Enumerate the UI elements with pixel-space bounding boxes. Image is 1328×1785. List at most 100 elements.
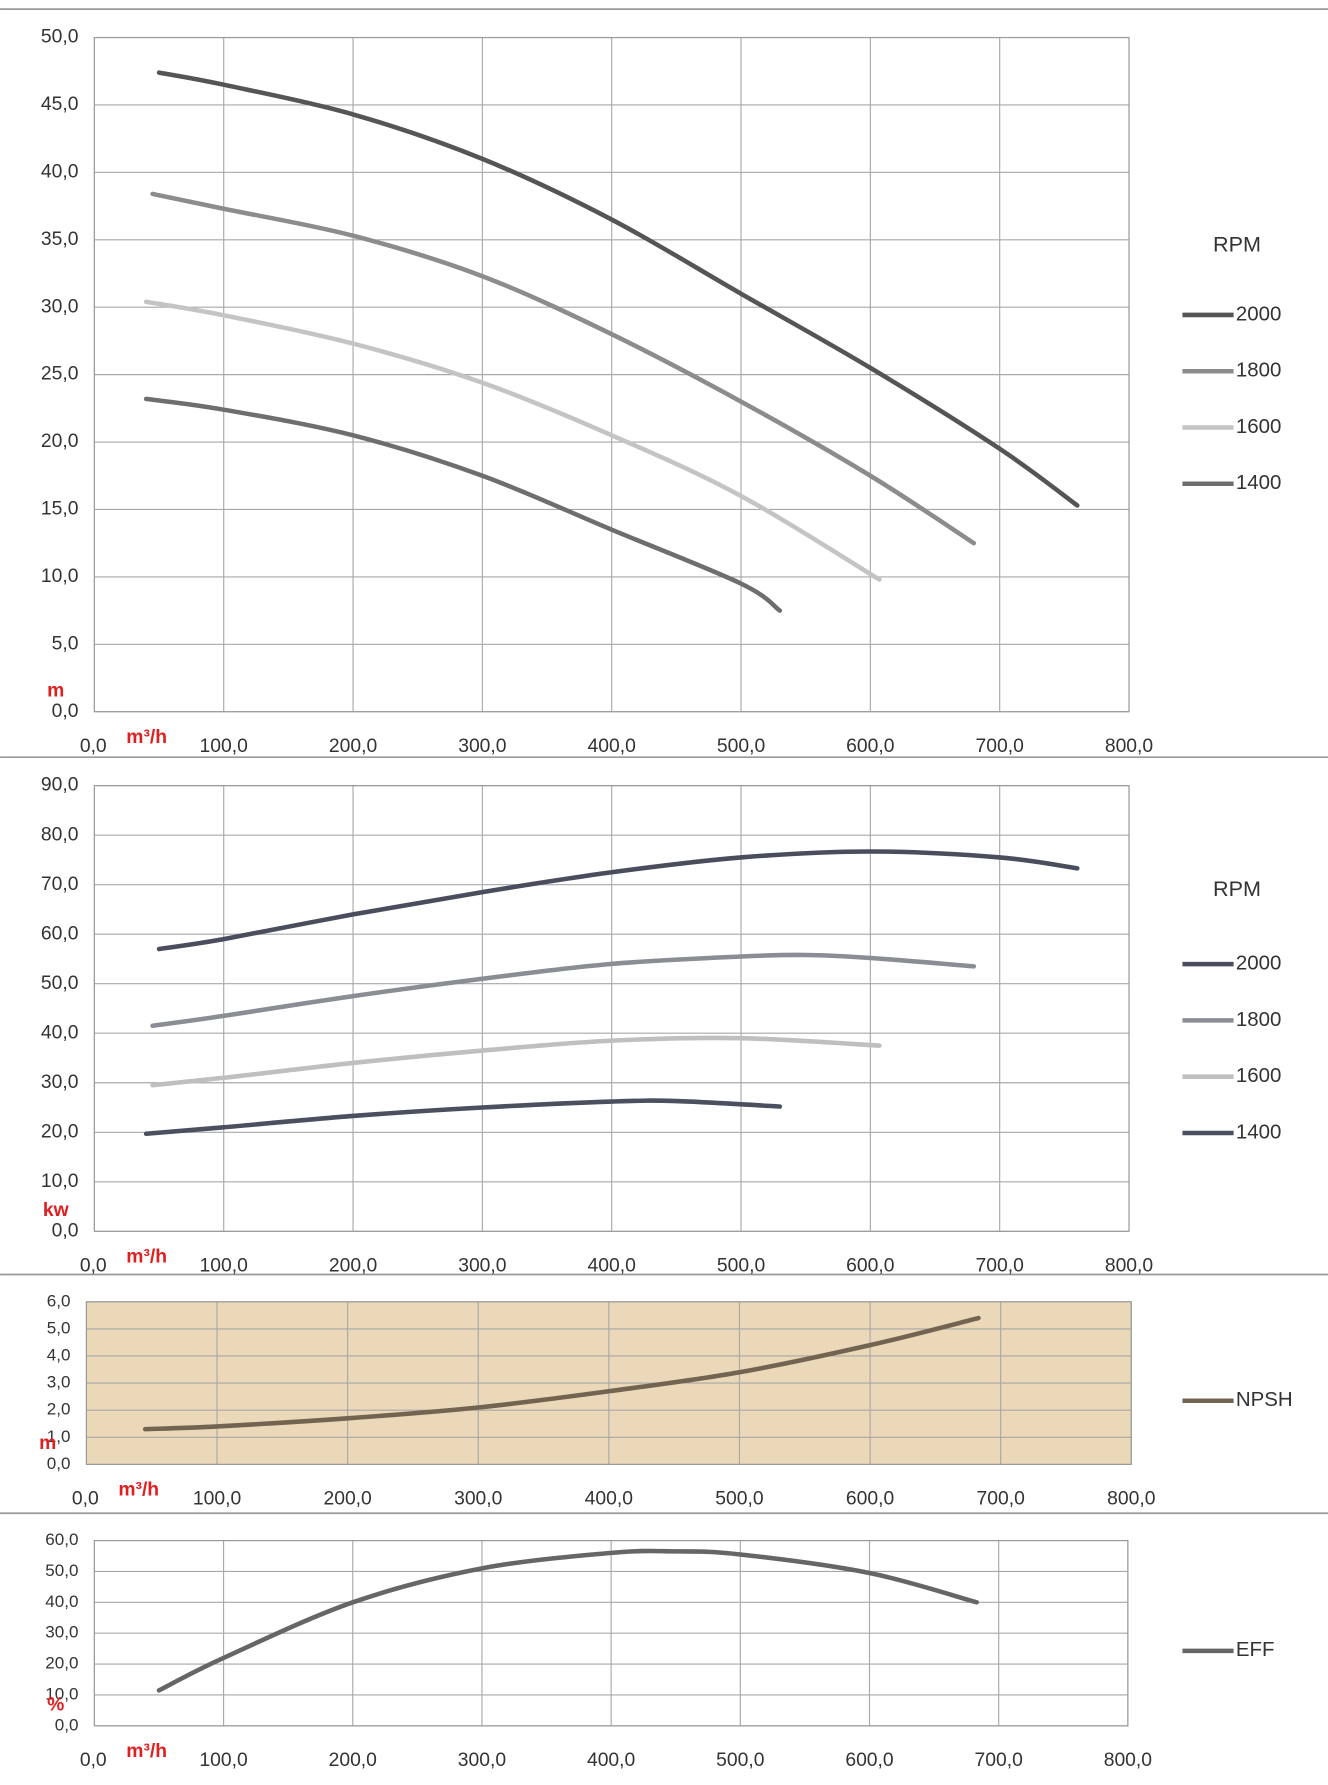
y-tick-label: 45,0: [41, 94, 79, 115]
y-tick-label: 5,0: [52, 633, 79, 654]
series-line: [156, 70, 1080, 508]
y-tick-label: 4,0: [47, 1345, 71, 1364]
plot-frame: [93, 1539, 1129, 1727]
y-tick-label: 2,0: [47, 1400, 71, 1419]
y-tick-label: 0,0: [55, 1715, 79, 1734]
y-tick-label: 70,0: [41, 874, 79, 895]
y-tick-label: 5,0: [47, 1318, 71, 1337]
x-tick-label: 500,0: [715, 1489, 763, 1510]
legend-label: 1400: [1236, 471, 1282, 494]
legend-label: 1400: [1236, 1120, 1282, 1143]
x-tick-label: 0,0: [80, 1750, 107, 1771]
y-tick-label: 30,0: [45, 1623, 78, 1642]
y-tick-label: 15,0: [41, 499, 79, 520]
x-axis-unit: m³/h: [126, 1247, 167, 1268]
legend-label: NPSH: [1236, 1388, 1293, 1411]
y-tick-label: 10,0: [41, 1171, 79, 1192]
legend-label: 1800: [1236, 1008, 1282, 1031]
series-line: [143, 1098, 783, 1137]
x-tick-label: 400,0: [585, 1489, 633, 1510]
legend-label: 1600: [1236, 1064, 1282, 1087]
y-tick-label: 40,0: [41, 161, 79, 182]
x-tick-label: 600,0: [845, 1750, 893, 1771]
y-tick-label: 35,0: [41, 229, 79, 250]
x-tick-label: 400,0: [588, 1256, 636, 1277]
plot-frame: [85, 1301, 1132, 1465]
x-tick-label: 0,0: [80, 1256, 107, 1277]
series-line: [142, 1315, 981, 1432]
y-tick-label: 6,0: [47, 1291, 71, 1310]
series-line: [143, 396, 783, 613]
x-tick-label: 100,0: [193, 1489, 241, 1510]
legend-label: 2000: [1236, 952, 1282, 975]
x-tick-label: 600,0: [846, 1256, 894, 1277]
legend-label: 2000: [1236, 302, 1282, 325]
y-tick-label: 50,0: [45, 1561, 78, 1580]
legend-label: EFF: [1236, 1638, 1275, 1661]
y-tick-label: 40,0: [45, 1592, 78, 1611]
x-tick-label: 400,0: [587, 1750, 635, 1771]
series-line: [150, 191, 977, 546]
y-tick-label: 0,0: [47, 1454, 71, 1473]
x-tick-label: 700,0: [976, 1256, 1024, 1277]
legend-label: 1800: [1236, 359, 1282, 382]
y-axis-unit: m: [47, 680, 64, 701]
x-tick-label: 700,0: [976, 736, 1024, 757]
y-tick-label: 20,0: [41, 1121, 79, 1142]
legend-label: 1600: [1236, 415, 1282, 438]
x-tick-label: 300,0: [458, 1750, 506, 1771]
x-axis-unit: m³/h: [118, 1480, 159, 1501]
x-tick-label: 200,0: [329, 1750, 377, 1771]
series-line: [143, 299, 882, 582]
y-tick-label: 25,0: [41, 364, 79, 385]
x-tick-label: 800,0: [1104, 1750, 1152, 1771]
y-tick-label: 50,0: [41, 973, 79, 994]
x-tick-label: 200,0: [329, 1256, 377, 1277]
y-tick-label: 10,0: [45, 1684, 78, 1703]
x-tick-label: 200,0: [329, 736, 377, 757]
y-tick-label: 1,0: [47, 1427, 71, 1446]
x-axis-unit: m³/h: [126, 727, 167, 748]
y-tick-label: 20,0: [45, 1654, 78, 1673]
y-tick-label: 0,0: [52, 1220, 79, 1241]
series-line: [156, 849, 1080, 952]
series-line: [150, 1035, 882, 1088]
x-tick-label: 100,0: [199, 1750, 247, 1771]
x-tick-label: 300,0: [454, 1489, 502, 1510]
y-tick-label: 3,0: [47, 1373, 71, 1392]
x-tick-label: 500,0: [717, 1256, 765, 1277]
legend-title: RPM: [1213, 876, 1261, 901]
x-tick-label: 700,0: [977, 1489, 1025, 1510]
y-tick-label: 20,0: [41, 431, 79, 452]
y-tick-label: 10,0: [41, 566, 79, 587]
legend-title: RPM: [1213, 231, 1261, 256]
x-tick-label: 700,0: [975, 1750, 1023, 1771]
y-axis-unit: m: [39, 1433, 56, 1454]
x-tick-label: 100,0: [200, 1256, 248, 1277]
x-tick-label: 600,0: [846, 736, 894, 757]
x-tick-label: 200,0: [323, 1489, 371, 1510]
series-line: [156, 1548, 980, 1693]
x-tick-label: 600,0: [846, 1489, 894, 1510]
x-tick-label: 0,0: [72, 1489, 99, 1510]
y-tick-label: 80,0: [41, 824, 79, 845]
y-tick-label: 50,0: [41, 27, 79, 48]
plot-frame: [93, 785, 1130, 1232]
plot-frame: [93, 36, 1130, 713]
x-tick-label: 400,0: [588, 736, 636, 757]
x-tick-label: 300,0: [458, 1256, 506, 1277]
x-tick-label: 500,0: [716, 1750, 764, 1771]
x-tick-label: 800,0: [1105, 1256, 1153, 1277]
y-tick-label: 60,0: [41, 923, 79, 944]
x-tick-label: 800,0: [1105, 736, 1153, 757]
y-axis-unit: kw: [43, 1200, 70, 1221]
x-tick-label: 100,0: [200, 736, 248, 757]
y-tick-label: 60,0: [45, 1530, 78, 1549]
series-line: [150, 952, 977, 1029]
x-tick-label: 800,0: [1107, 1489, 1155, 1510]
y-tick-label: 90,0: [41, 775, 79, 796]
x-tick-label: 300,0: [458, 736, 506, 757]
